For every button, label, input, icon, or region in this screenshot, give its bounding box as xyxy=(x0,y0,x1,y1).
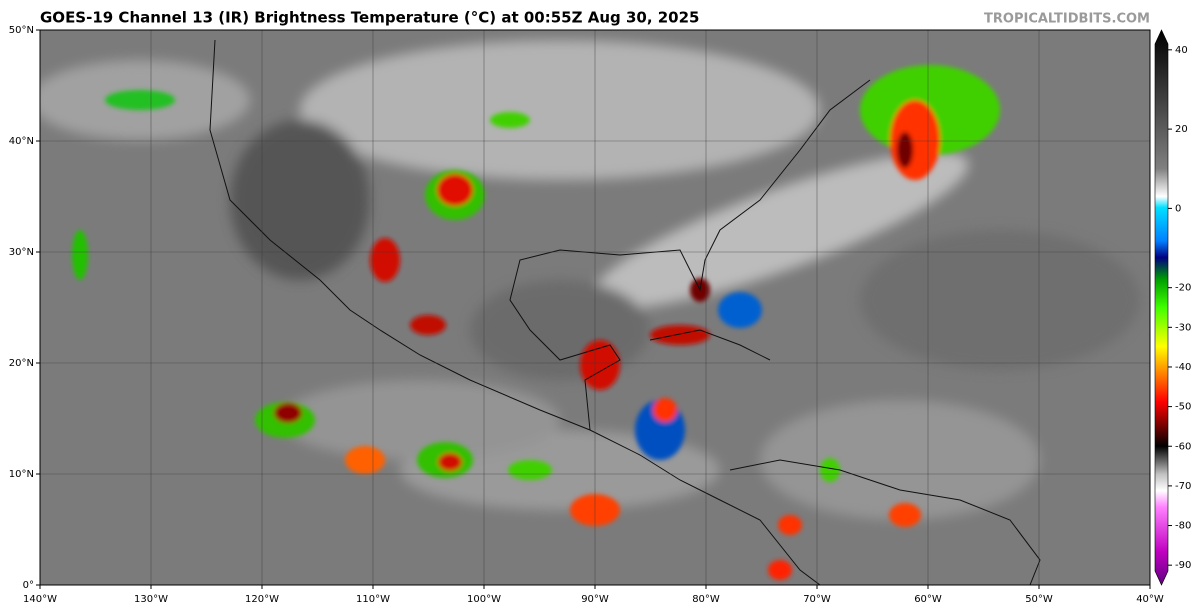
x-tick-label: 90°W xyxy=(581,594,609,605)
x-tick-label: 70°W xyxy=(803,594,831,605)
y-tick-label: 30°N xyxy=(9,247,34,258)
colorbar-tick-label: -60 xyxy=(1175,441,1191,452)
colorbar: 40 20 0 -20 -30 -40 -50 -60 -70 -80 -90 xyxy=(1154,29,1191,586)
colorbar-tick-label: 0 xyxy=(1175,203,1181,214)
x-tick-label: 80°W xyxy=(692,594,720,605)
colorbar-tick-label: -30 xyxy=(1175,322,1191,333)
colorbar-tick-label: -50 xyxy=(1175,402,1191,413)
watermark: TROPICALTIDBITS.COM xyxy=(984,12,1150,27)
colorbar-tick-label: -40 xyxy=(1175,362,1191,373)
colorbar-tick-label: 20 xyxy=(1175,124,1188,135)
colorbar-tick-label: 40 xyxy=(1175,45,1188,56)
y-tick-label: 20°N xyxy=(9,358,34,369)
satellite-map xyxy=(40,30,1150,585)
colorbar-tick-label: -90 xyxy=(1175,560,1191,571)
x-tick-label: 110°W xyxy=(356,594,390,605)
x-tick-label: 100°W xyxy=(467,594,501,605)
y-tick-label: 50°N xyxy=(9,25,34,36)
y-tick-label: 10°N xyxy=(9,469,34,480)
colorbar-tick-label: -70 xyxy=(1175,481,1191,492)
x-tick-label: 120°W xyxy=(245,594,279,605)
x-tick-label: 130°W xyxy=(134,594,168,605)
x-tick-label: 40°W xyxy=(1136,594,1164,605)
y-tick-label: 40°N xyxy=(9,136,34,147)
colorbar-tick-label: -80 xyxy=(1175,521,1191,532)
x-tick-label: 50°W xyxy=(1025,594,1053,605)
title: GOES-19 Channel 13 (IR) Brightness Tempe… xyxy=(40,9,700,27)
x-tick-label: 140°W xyxy=(23,594,57,605)
colorbar-tick-label: -20 xyxy=(1175,283,1191,294)
x-tick-label: 60°W xyxy=(914,594,942,605)
colorbar-scale xyxy=(1154,29,1169,586)
y-tick-label: 0° xyxy=(23,580,34,591)
